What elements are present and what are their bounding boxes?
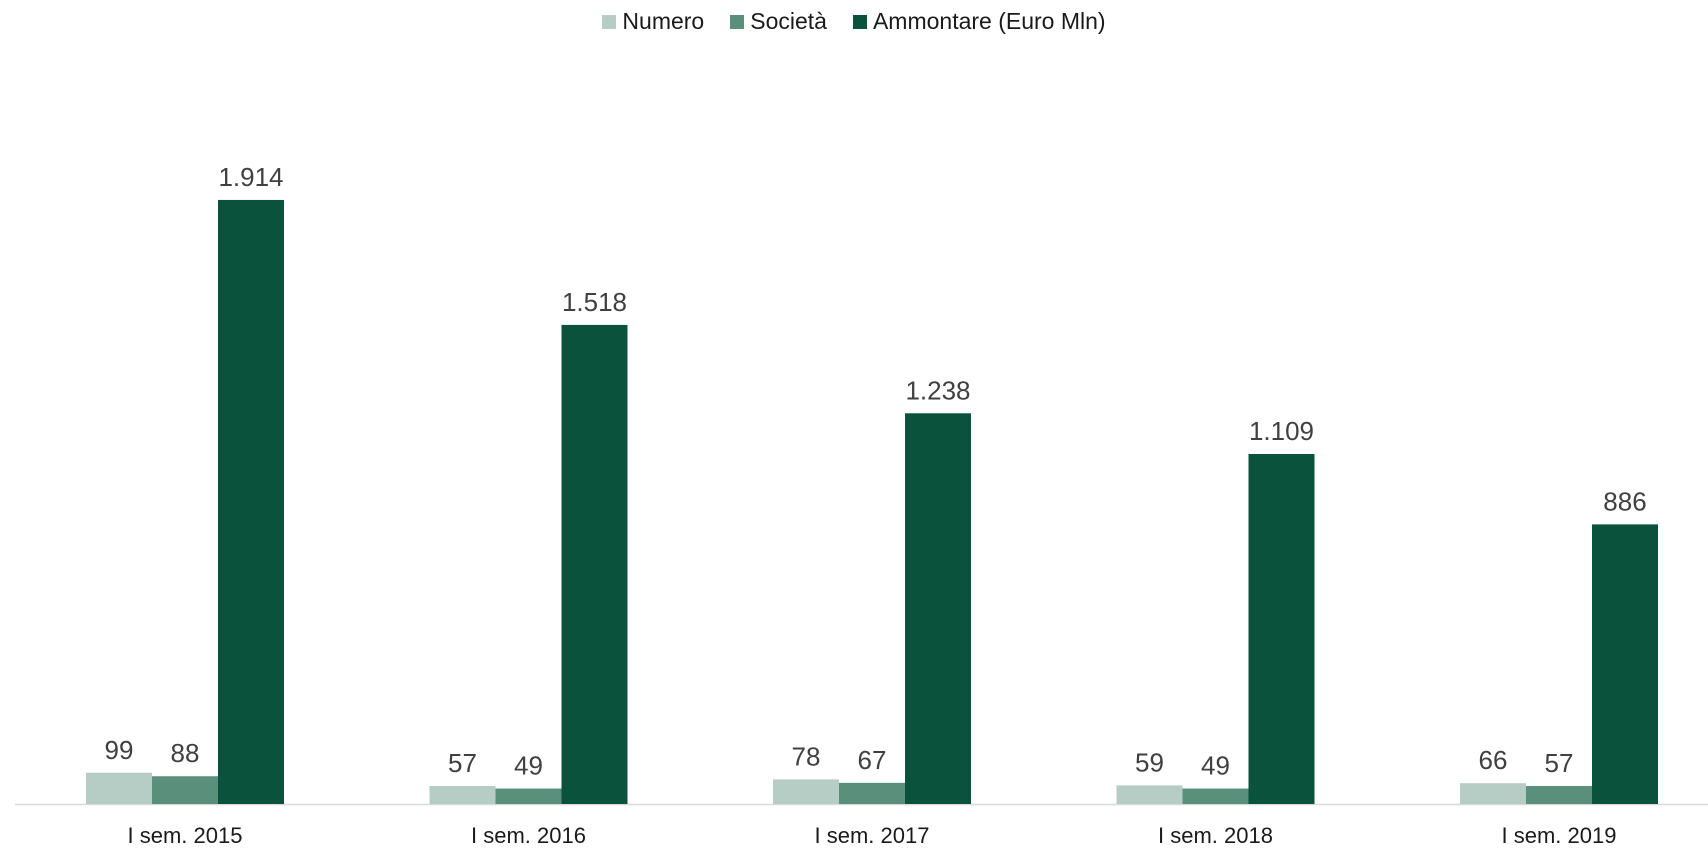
data-label-0-4: 66 [1479,745,1508,775]
bar-2-0 [218,199,284,805]
legend-swatch [730,14,745,29]
bar-1-1 [495,788,562,804]
legend-label: Ammontare (Euro Mln) [872,8,1106,34]
data-label-1-0: 88 [171,738,200,768]
data-label-0-2: 78 [792,741,821,771]
data-label-2-1: 1.518 [562,287,627,317]
bar-2-4 [1592,524,1658,804]
data-label-0-1: 57 [448,748,477,778]
data-label-2-2: 1.238 [905,375,970,405]
legend-item-1: Società [730,8,827,35]
category-label-4: I sem. 2019 [1502,823,1617,848]
data-label-1-2: 67 [858,745,887,775]
legend-label: Numero [622,8,705,34]
category-label-0: I sem. 2015 [128,823,243,848]
data-label-1-3: 49 [1201,751,1230,781]
bar-1-3 [1182,788,1249,804]
data-label-0-3: 59 [1135,747,1164,777]
legend-item-2: Ammontare (Euro Mln) [852,8,1106,35]
bar-0-1 [429,786,496,804]
bar-2-1 [561,324,628,804]
legend-swatch [852,14,867,29]
bar-0-3 [1116,785,1183,804]
category-label-1: I sem. 2016 [471,823,586,848]
legend-label: Società [750,8,827,34]
bar-0-2 [773,779,839,804]
legend-item-0: Numero [602,8,704,35]
data-label-1-4: 57 [1545,748,1574,778]
bar-0-0 [86,772,152,804]
bar-1-4 [1526,786,1592,804]
data-label-2-4: 886 [1603,486,1646,516]
category-label-2: I sem. 2017 [815,823,930,848]
data-label-1-1: 49 [514,751,543,781]
bar-1-2 [839,782,905,804]
data-label-0-0: 99 [105,735,134,765]
bar-2-3 [1248,453,1315,804]
data-label-2-3: 1.109 [1249,416,1314,446]
bar-2-2 [905,413,971,804]
bar-1-0 [152,776,218,804]
category-label-3: I sem. 2018 [1158,823,1273,848]
data-label-2-0: 1.914 [218,162,283,192]
chart-legend: Numero Società Ammontare (Euro Mln) [0,8,1708,35]
legend-swatch [602,14,617,29]
bar-0-4 [1460,783,1526,804]
